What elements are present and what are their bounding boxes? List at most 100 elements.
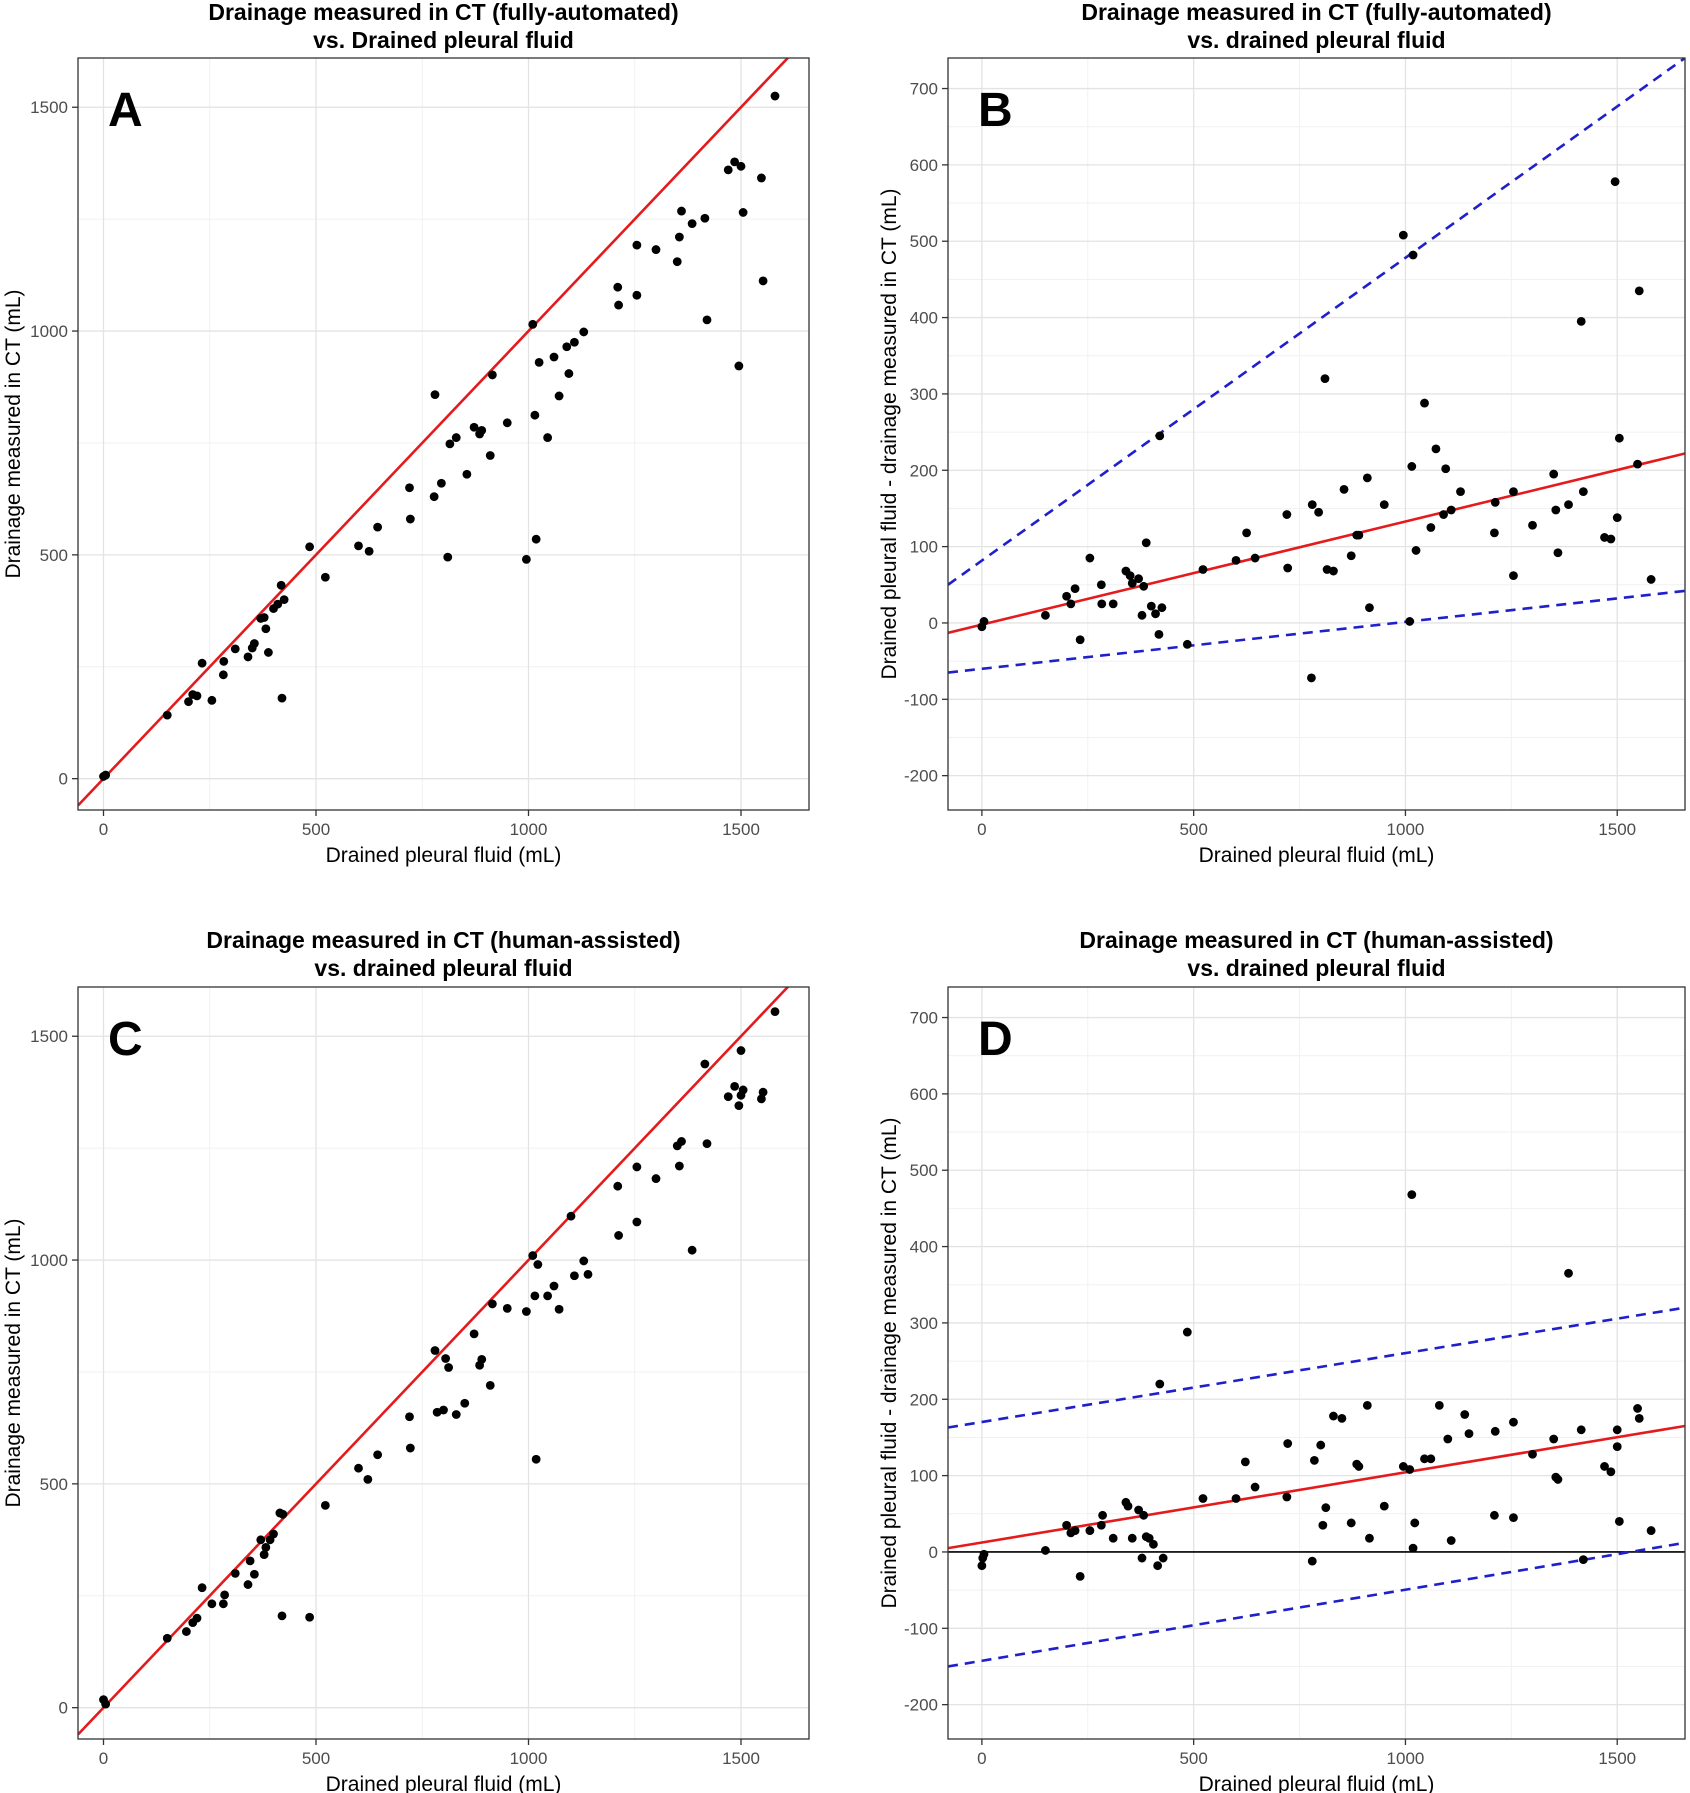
y-tick-label: 1000: [30, 322, 68, 341]
data-point: [651, 245, 661, 254]
data-point: [1431, 444, 1441, 454]
y-tick-label: 100: [910, 538, 938, 557]
data-point: [1612, 1442, 1622, 1451]
data-point: [1408, 250, 1418, 260]
y-axis-label: Drained pleural fluid - drainage measure…: [878, 188, 901, 679]
data-point: [1600, 1462, 1609, 1471]
data-point: [1151, 609, 1160, 619]
data-point: [1606, 1467, 1616, 1477]
limit-of-agreement-line: [948, 1541, 1685, 1668]
x-tick-label: 1000: [510, 1749, 548, 1768]
data-point: [1612, 1425, 1622, 1435]
data-point: [677, 1137, 686, 1146]
data-point: [758, 276, 768, 286]
data-point: [1551, 505, 1561, 515]
data-point: [405, 514, 415, 524]
data-point: [1283, 563, 1293, 573]
plot-area: [948, 1190, 1685, 1668]
data-point: [1108, 1533, 1118, 1543]
data-point: [502, 418, 512, 428]
data-point: [1528, 520, 1537, 530]
data-point: [734, 361, 744, 371]
data-point: [1062, 1520, 1071, 1530]
data-point: [1149, 1539, 1158, 1549]
data-point: [1553, 548, 1563, 558]
data-point: [1096, 1520, 1106, 1530]
data-point: [429, 492, 439, 502]
data-point: [277, 693, 287, 703]
x-axis-label: Drained pleural fluid (mL): [326, 844, 562, 867]
x-tick-label: 1500: [1598, 1749, 1636, 1768]
panel-d: Drainage measured in CT (human-assisted)…: [878, 927, 1686, 1793]
data-point: [570, 337, 579, 347]
data-point: [249, 639, 259, 648]
data-point: [469, 422, 479, 432]
data-point: [1443, 1434, 1453, 1444]
data-point: [320, 572, 330, 582]
data-point: [101, 1699, 111, 1709]
y-tick-label: 200: [910, 461, 938, 480]
data-point: [1346, 1518, 1356, 1528]
data-point: [554, 1304, 564, 1314]
data-point: [1346, 551, 1356, 561]
panel-c: Drainage measured in CT (human-assisted)…: [2, 927, 810, 1793]
x-axis-label: Drained pleural fluid (mL): [326, 1773, 562, 1793]
data-point: [451, 433, 461, 442]
data-point: [430, 390, 440, 400]
data-point: [1250, 1482, 1260, 1492]
data-point: [528, 1251, 538, 1260]
data-point: [1085, 553, 1095, 563]
limit-of-agreement-line: [948, 1306, 1685, 1429]
panel-letter: C: [108, 1013, 143, 1066]
data-point: [674, 1161, 684, 1171]
data-point: [445, 439, 455, 449]
data-point: [1398, 230, 1408, 240]
limit-of-agreement-line: [948, 58, 1685, 586]
data-point: [723, 165, 733, 175]
data-point: [1075, 1571, 1085, 1581]
data-point: [1549, 1434, 1559, 1444]
data-point: [1606, 534, 1616, 544]
data-point: [1125, 571, 1135, 581]
data-point: [1250, 553, 1260, 563]
panel-letter: A: [108, 84, 143, 137]
data-point: [197, 658, 207, 668]
data-point: [1509, 571, 1518, 581]
data-point: [1041, 1546, 1050, 1555]
data-point: [1411, 546, 1421, 555]
y-tick-label: 500: [40, 546, 68, 565]
data-point: [562, 342, 572, 352]
data-point: [770, 91, 780, 101]
chart-title-line-1: Drainage measured in CT (human-assisted): [206, 927, 680, 953]
data-point: [736, 161, 746, 171]
data-point: [723, 1092, 733, 1102]
data-point: [533, 1260, 543, 1269]
data-point: [687, 219, 697, 229]
data-point: [1041, 610, 1050, 620]
y-tick-label: 200: [910, 1390, 938, 1409]
data-point: [757, 173, 766, 183]
data-point: [702, 315, 712, 325]
data-point: [1408, 1543, 1418, 1553]
data-point: [1420, 398, 1429, 408]
y-tick-label: -200: [904, 1696, 938, 1715]
y-axis-label: Drainage measured in CT (mL): [2, 1218, 25, 1507]
plot-frame: [77, 986, 810, 1740]
data-point: [430, 1346, 440, 1355]
data-point: [1362, 1400, 1372, 1410]
data-point: [305, 1612, 315, 1622]
data-point: [1134, 574, 1144, 584]
data-point: [543, 1291, 553, 1301]
data-point: [1153, 1561, 1163, 1571]
data-point: [1085, 1526, 1095, 1535]
y-tick-label: 400: [910, 309, 938, 328]
data-point: [579, 327, 589, 337]
data-point: [405, 1443, 415, 1453]
data-point: [1446, 505, 1456, 515]
data-point: [162, 710, 172, 720]
data-point: [405, 483, 414, 493]
data-point: [197, 1583, 207, 1593]
data-point: [1231, 1494, 1241, 1503]
y-tick-label: 300: [910, 385, 938, 404]
data-point: [1329, 566, 1338, 576]
